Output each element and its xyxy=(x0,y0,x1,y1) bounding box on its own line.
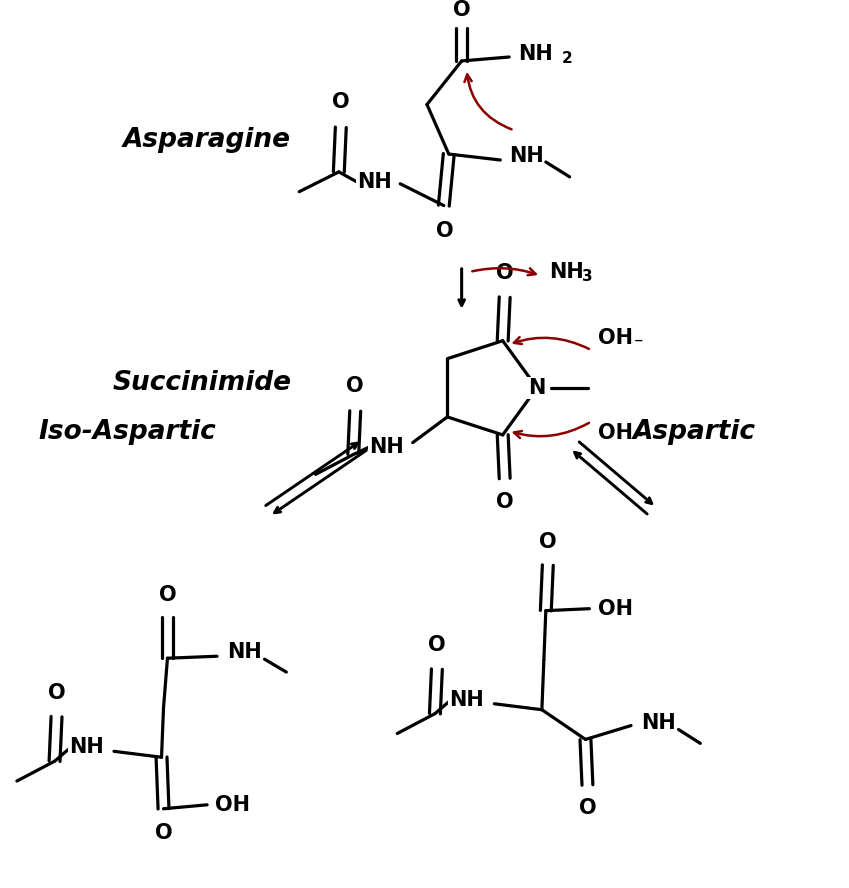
Text: NH: NH xyxy=(509,146,543,166)
Text: O: O xyxy=(48,683,65,703)
Text: 3: 3 xyxy=(582,269,593,284)
Text: O: O xyxy=(428,635,446,655)
FancyArrowPatch shape xyxy=(514,423,589,438)
Text: O: O xyxy=(155,822,172,843)
Text: OH: OH xyxy=(599,329,633,348)
Text: O: O xyxy=(496,264,514,283)
Text: Aspartic: Aspartic xyxy=(633,419,756,446)
Text: ⁻: ⁻ xyxy=(634,431,644,448)
Text: O: O xyxy=(453,0,470,20)
Text: NH: NH xyxy=(641,712,676,733)
Text: O: O xyxy=(332,91,350,112)
Text: OH: OH xyxy=(599,424,633,443)
Text: Iso-Aspartic: Iso-Aspartic xyxy=(39,419,216,446)
Text: O: O xyxy=(159,585,177,605)
FancyArrowPatch shape xyxy=(464,75,512,130)
Text: OH: OH xyxy=(216,795,250,815)
Text: NH: NH xyxy=(548,262,583,281)
Text: NH: NH xyxy=(519,44,554,64)
Text: O: O xyxy=(579,797,596,818)
Text: NH: NH xyxy=(357,171,392,192)
Text: O: O xyxy=(346,377,364,396)
Text: NH: NH xyxy=(369,437,404,456)
Text: O: O xyxy=(496,492,514,512)
Text: N: N xyxy=(528,377,546,398)
Text: ⁻: ⁻ xyxy=(634,336,644,353)
Text: Succinimide: Succinimide xyxy=(113,370,292,396)
Text: O: O xyxy=(539,532,557,552)
Text: NH: NH xyxy=(69,737,104,757)
Text: 2: 2 xyxy=(562,51,572,66)
Text: NH: NH xyxy=(449,690,484,710)
Text: Asparagine: Asparagine xyxy=(123,127,291,154)
Text: O: O xyxy=(436,221,453,242)
Text: NH: NH xyxy=(228,642,262,662)
FancyArrowPatch shape xyxy=(472,268,536,275)
FancyArrowPatch shape xyxy=(514,337,589,349)
Text: OH: OH xyxy=(598,599,633,619)
